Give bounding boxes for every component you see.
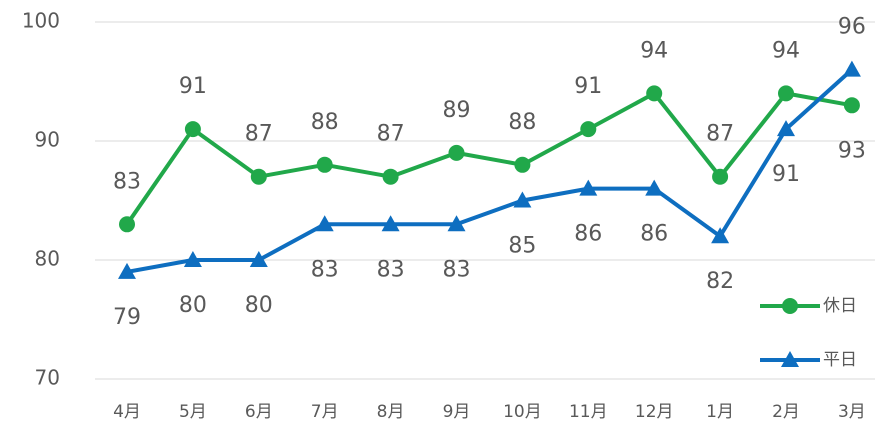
series-marker xyxy=(514,156,531,173)
x-tick-label: 7月 xyxy=(311,402,339,422)
series-marker xyxy=(447,215,466,232)
y-tick-label: 70 xyxy=(35,366,60,390)
data-label: 93 xyxy=(838,138,866,163)
series-marker xyxy=(184,121,201,138)
data-label: 83 xyxy=(113,169,141,194)
x-tick-label: 9月 xyxy=(443,402,471,422)
data-label: 94 xyxy=(772,38,800,63)
data-label: 80 xyxy=(179,293,207,318)
series-marker xyxy=(711,227,730,244)
series-marker xyxy=(183,251,202,267)
series-marker xyxy=(645,179,664,196)
data-label: 88 xyxy=(508,110,536,135)
series-marker xyxy=(249,251,268,267)
y-tick-label: 90 xyxy=(35,128,60,152)
data-label: 80 xyxy=(245,293,273,318)
series-marker xyxy=(777,120,795,137)
series-marker xyxy=(382,168,399,185)
series-marker xyxy=(580,121,597,138)
series-marker xyxy=(843,97,860,114)
x-tick-label: 10月 xyxy=(503,402,542,422)
x-tick-label: 6月 xyxy=(245,402,273,422)
data-label: 91 xyxy=(179,74,207,99)
x-tick-label: 3月 xyxy=(838,402,866,422)
series-marker xyxy=(119,216,135,233)
x-tick-label: 5月 xyxy=(179,402,207,422)
series-marker xyxy=(842,60,861,77)
series-marker xyxy=(250,168,267,185)
data-label: 91 xyxy=(772,162,800,187)
data-label: 88 xyxy=(311,110,339,135)
x-tick-label: 11月 xyxy=(569,402,608,422)
series-marker xyxy=(646,85,663,102)
series-marker xyxy=(448,144,465,161)
series-line xyxy=(125,91,853,226)
x-tick-label: 12月 xyxy=(635,402,674,422)
legend-label: 平日 xyxy=(823,350,857,370)
series-marker xyxy=(316,156,333,173)
x-tick-label: 2月 xyxy=(772,402,800,422)
data-label: 96 xyxy=(838,15,866,40)
series-marker xyxy=(579,179,598,196)
data-label: 83 xyxy=(311,257,339,282)
data-label: 79 xyxy=(113,305,141,330)
data-label: 85 xyxy=(508,234,536,259)
x-tick-label: 8月 xyxy=(377,402,405,422)
data-label: 83 xyxy=(377,257,405,282)
data-label: 87 xyxy=(377,122,405,147)
legend-marker xyxy=(782,298,798,314)
series-marker xyxy=(513,191,532,208)
data-label: 91 xyxy=(574,74,602,99)
data-label: 82 xyxy=(706,269,734,294)
data-label: 94 xyxy=(640,38,668,63)
legend-marker xyxy=(781,351,799,367)
x-tick-label: 1月 xyxy=(706,402,734,422)
series-marker xyxy=(778,85,794,102)
data-label: 87 xyxy=(245,122,273,147)
data-label: 87 xyxy=(706,122,734,147)
legend-label: 休日 xyxy=(823,296,857,316)
data-label: 86 xyxy=(640,222,668,247)
series-marker xyxy=(315,215,334,232)
series-marker xyxy=(118,262,136,279)
y-tick-label: 100 xyxy=(22,9,60,33)
series-marker xyxy=(712,168,729,185)
data-label: 89 xyxy=(443,98,471,123)
x-tick-label: 4月 xyxy=(113,402,141,422)
data-label: 86 xyxy=(574,222,602,247)
data-label: 83 xyxy=(443,257,471,282)
y-tick-label: 80 xyxy=(35,247,60,271)
series-line xyxy=(126,68,854,274)
series-marker xyxy=(381,215,400,232)
